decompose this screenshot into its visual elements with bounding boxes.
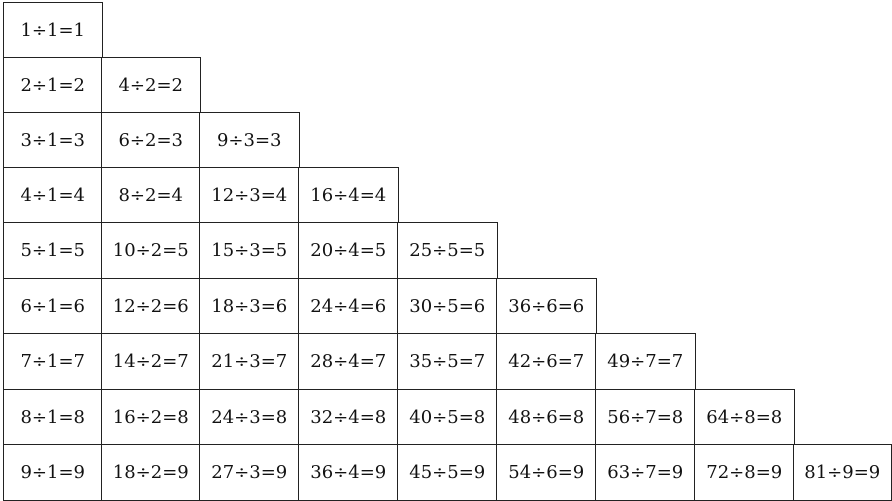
table-cell: 16÷2=8 (101, 389, 201, 446)
table-cell: 5÷1=5 (3, 222, 103, 280)
table-cell: 4÷1=4 (3, 167, 103, 224)
table-cell: 24÷4=6 (298, 278, 399, 335)
table-cell: 15÷3=5 (199, 222, 300, 280)
table-cell: 3÷1=3 (3, 112, 103, 169)
table-cell: 49÷7=7 (595, 333, 696, 391)
table-cell: 4÷2=2 (101, 57, 201, 114)
table-cell: 18÷2=9 (101, 444, 201, 501)
table-cell: 12÷3=4 (199, 167, 300, 224)
table-cell: 45÷5=9 (397, 444, 498, 501)
table-cell: 72÷8=9 (694, 444, 795, 501)
table-cell: 25÷5=5 (397, 222, 498, 280)
table-cell: 9÷1=9 (3, 444, 103, 501)
table-cell: 8÷2=4 (101, 167, 201, 224)
table-cell: 24÷3=8 (199, 389, 300, 446)
table-cell: 30÷5=6 (397, 278, 498, 335)
table-cell: 63÷7=9 (595, 444, 696, 501)
table-cell: 42÷6=7 (496, 333, 597, 391)
table-cell: 18÷3=6 (199, 278, 300, 335)
table-cell: 81÷9=9 (793, 444, 892, 501)
table-cell: 16÷4=4 (298, 167, 399, 224)
table-cell: 10÷2=5 (101, 222, 201, 280)
table-cell: 27÷3=9 (199, 444, 300, 501)
table-cell: 14÷2=7 (101, 333, 201, 391)
table-cell: 20÷4=5 (298, 222, 399, 280)
table-cell: 35÷5=7 (397, 333, 498, 391)
table-cell: 54÷6=9 (496, 444, 597, 501)
table-cell: 28÷4=7 (298, 333, 399, 391)
table-cell: 9÷3=3 (199, 112, 300, 169)
table-cell: 6÷1=6 (3, 278, 103, 335)
table-cell: 36÷4=9 (298, 444, 399, 501)
table-cell: 36÷6=6 (496, 278, 597, 335)
table-cell: 1÷1=1 (3, 2, 103, 59)
table-cell: 12÷2=6 (101, 278, 201, 335)
table-cell: 40÷5=8 (397, 389, 498, 446)
table-cell: 8÷1=8 (3, 389, 103, 446)
table-cell: 2÷1=2 (3, 57, 103, 114)
table-cell: 7÷1=7 (3, 333, 103, 391)
table-cell: 64÷8=8 (694, 389, 795, 446)
table-cell: 48÷6=8 (496, 389, 597, 446)
table-cell: 56÷7=8 (595, 389, 696, 446)
table-cell: 6÷2=3 (101, 112, 201, 169)
table-cell: 32÷4=8 (298, 389, 399, 446)
table-cell: 21÷3=7 (199, 333, 300, 391)
